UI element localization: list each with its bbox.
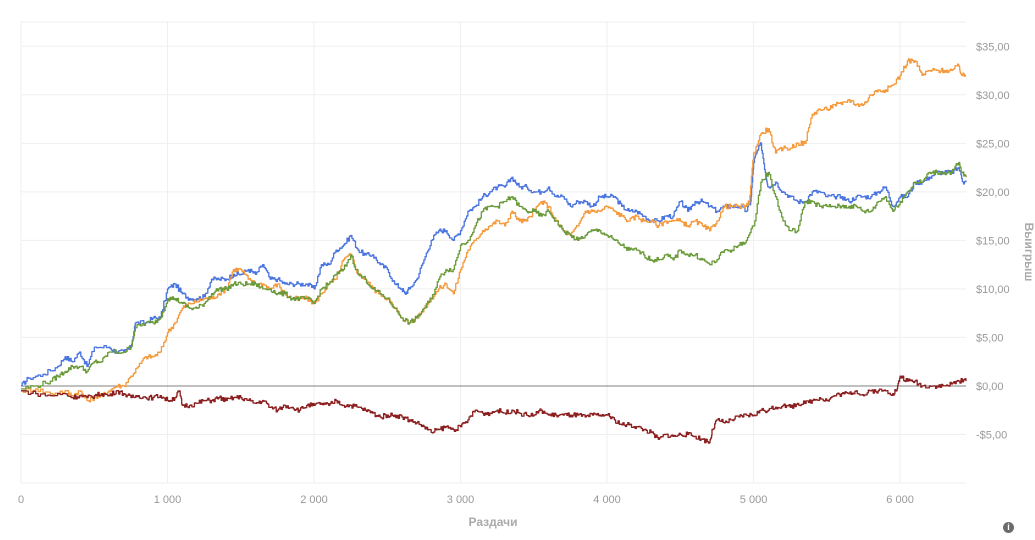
y-axis-ticks: -$5,00 $0,00 $5,00 $10,00 $15,00 $20,00 $25,00… bbox=[976, 41, 1010, 441]
x-tick-label: 0 bbox=[18, 494, 24, 506]
series-line-1 bbox=[21, 142, 967, 387]
y-tick-label: $30,00 bbox=[976, 90, 1010, 102]
x-tick-label: 2 000 bbox=[300, 494, 328, 506]
y-tick-label: $10,00 bbox=[976, 284, 1010, 296]
x-tick-label: 3 000 bbox=[447, 494, 475, 506]
grid bbox=[20, 21, 966, 484]
y-axis-title: Выигрыш bbox=[1022, 223, 1035, 282]
y-tick-label: $35,00 bbox=[976, 41, 1010, 53]
series-group bbox=[21, 58, 967, 444]
series-line-3 bbox=[21, 161, 967, 390]
series-line-2 bbox=[21, 58, 966, 403]
y-tick-label: $15,00 bbox=[976, 235, 1010, 247]
x-tick-label: 1 000 bbox=[154, 494, 182, 506]
x-axis-ticks: 0 1 000 2 000 3 000 4 000 5 000 6 000 bbox=[18, 494, 914, 506]
x-tick-label: 4 000 bbox=[593, 494, 621, 506]
y-tick-label: $20,00 bbox=[976, 187, 1010, 199]
series-line-4 bbox=[21, 375, 967, 444]
y-tick-label: -$5,00 bbox=[976, 429, 1007, 441]
y-tick-label: $0,00 bbox=[976, 381, 1004, 393]
y-tick-label: $5,00 bbox=[976, 332, 1004, 344]
y-tick-label: $25,00 bbox=[976, 138, 1010, 150]
x-tick-label: 6 000 bbox=[886, 494, 914, 506]
x-tick-label: 5 000 bbox=[740, 494, 768, 506]
x-axis-title: Раздачи bbox=[469, 515, 518, 529]
info-icon[interactable]: i bbox=[1003, 522, 1014, 533]
